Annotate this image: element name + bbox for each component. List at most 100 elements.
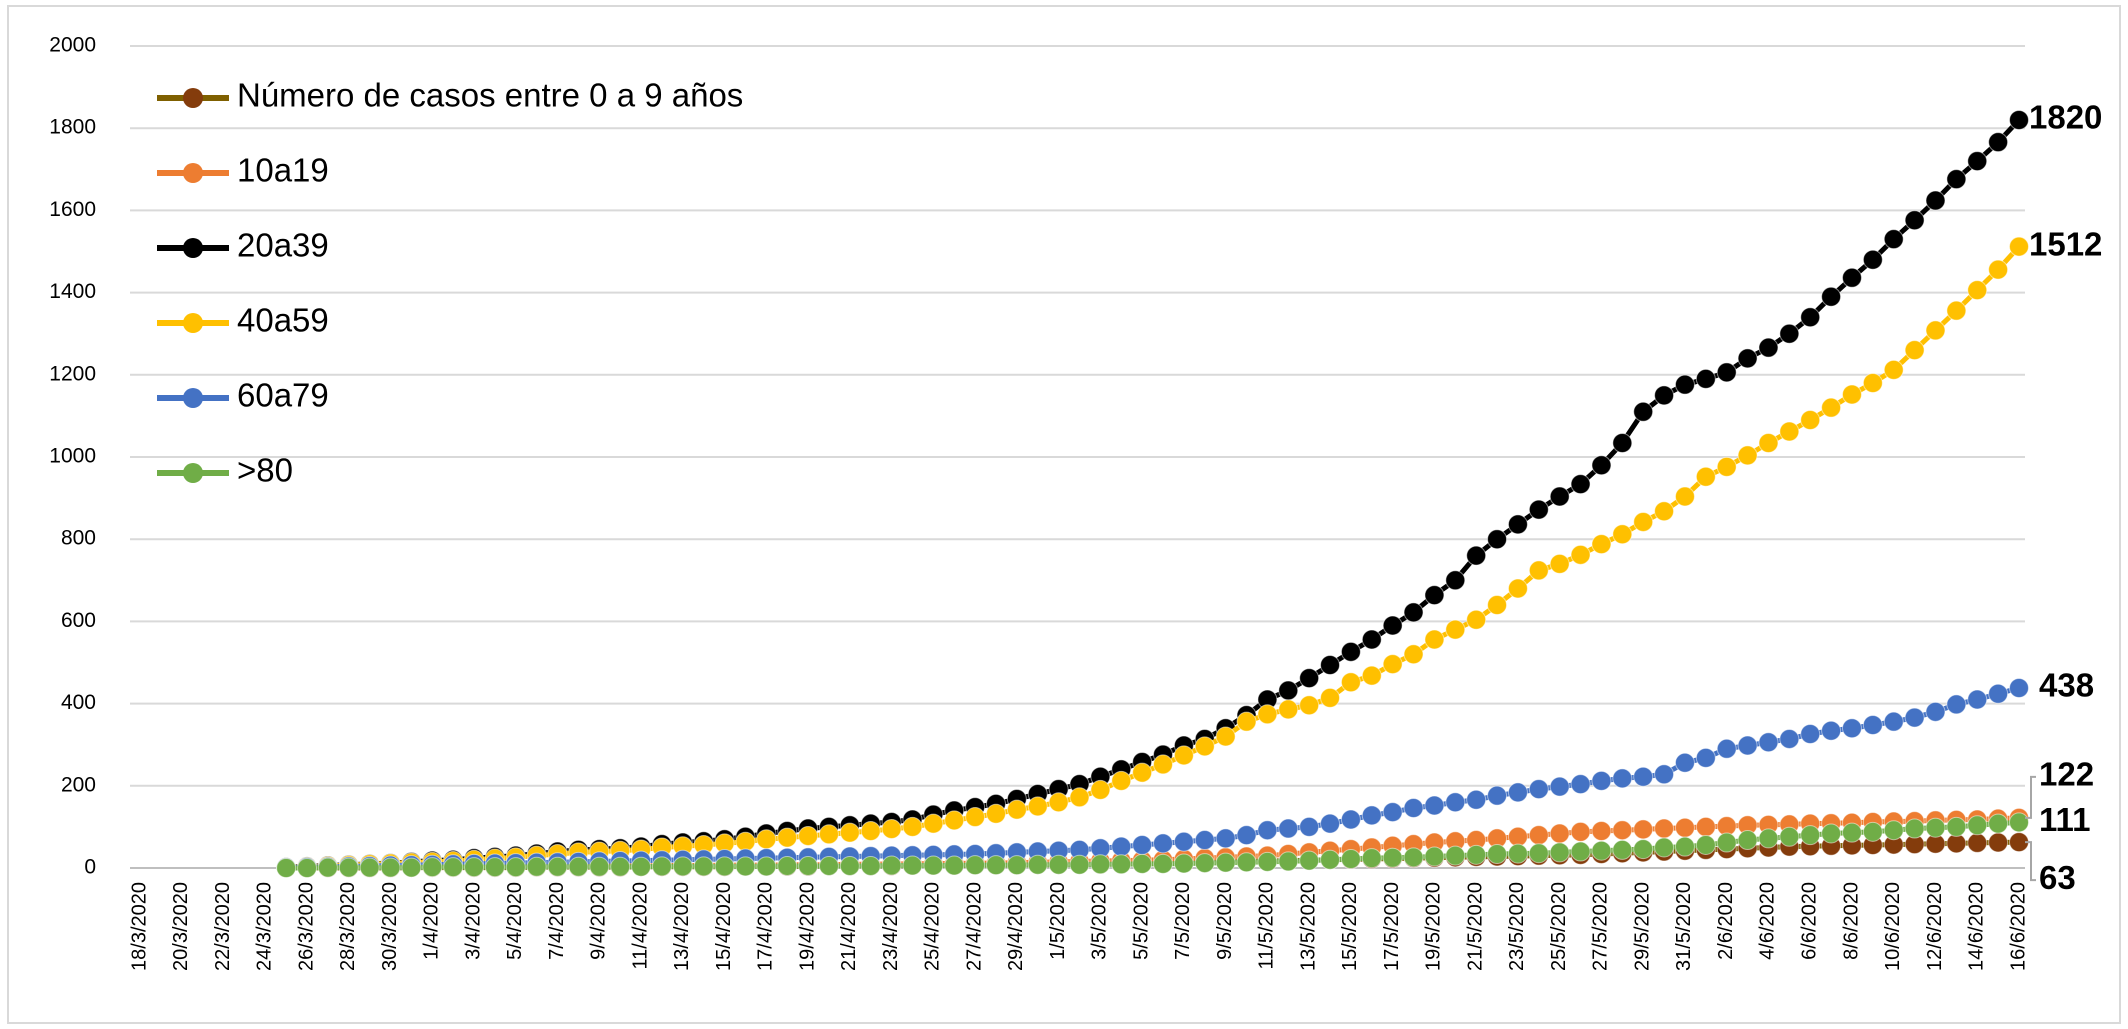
x-tick-label: 25/4/2020: [922, 882, 944, 971]
data-label: 1820: [2029, 99, 2102, 136]
data-point: [1487, 529, 1508, 550]
data-point: [1883, 820, 1904, 841]
data-point: [1069, 787, 1090, 808]
data-point: [1883, 229, 1904, 250]
y-tick-label: 0: [84, 856, 96, 879]
x-tick-label: 7/5/2020: [1172, 882, 1194, 960]
data-point: [1946, 694, 1967, 715]
data-point: [1194, 853, 1215, 874]
y-tick-label: 1800: [49, 116, 96, 139]
x-tick-label: 18/3/2020: [128, 882, 150, 971]
data-point: [1716, 362, 1737, 383]
data-point: [1528, 560, 1549, 581]
x-tick-label: 28/3/2020: [337, 882, 359, 971]
x-tick-label: 27/5/2020: [1590, 882, 1612, 971]
data-point: [1716, 456, 1737, 477]
data-point: [1612, 433, 1633, 454]
data-point: [1048, 792, 1069, 813]
data-point: [1883, 359, 1904, 380]
x-tick-label: 23/5/2020: [1506, 882, 1528, 971]
data-point: [1299, 850, 1320, 871]
data-point: [317, 857, 338, 878]
data-point: [1570, 821, 1591, 842]
data-point: [777, 855, 798, 876]
data-point: [401, 857, 422, 878]
data-point: [1382, 654, 1403, 675]
data-point: [923, 813, 944, 834]
data-point: [1674, 836, 1695, 857]
x-tick-label: 17/4/2020: [755, 882, 777, 971]
data-point: [1278, 699, 1299, 720]
x-tick-label: 6/6/2020: [1799, 882, 1821, 960]
legend-label: 60a79: [237, 377, 329, 414]
data-label: 63: [2039, 859, 2076, 896]
data-point: [1340, 809, 1361, 830]
data-point: [1215, 726, 1236, 747]
data-point: [1695, 466, 1716, 487]
data-point: [1967, 689, 1988, 710]
x-tick-label: 3/5/2020: [1089, 882, 1111, 960]
data-point: [1946, 169, 1967, 190]
data-point: [505, 857, 526, 878]
legend-label: 40a59: [237, 302, 329, 339]
data-point: [1236, 852, 1257, 873]
data-point: [1779, 421, 1800, 442]
data-point: [965, 855, 986, 876]
data-point: [338, 857, 359, 878]
x-tick-label: 24/3/2020: [254, 882, 276, 971]
data-point: [1528, 825, 1549, 846]
data-point: [1278, 680, 1299, 701]
data-point: [1424, 629, 1445, 650]
data-point: [1779, 728, 1800, 749]
data-point: [1612, 524, 1633, 545]
data-point: [422, 857, 443, 878]
data-point: [735, 856, 756, 877]
x-tick-label: 2/6/2020: [1715, 882, 1737, 960]
data-point: [1320, 654, 1341, 675]
data-point: [526, 856, 547, 877]
data-point: [1090, 779, 1111, 800]
data-point: [1946, 816, 1967, 837]
x-tick-label: 27/4/2020: [963, 882, 985, 971]
data-point: [1988, 132, 2009, 153]
x-tick-label: 9/5/2020: [1214, 882, 1236, 960]
label-connector: [2025, 841, 2036, 882]
data-point: [1925, 190, 1946, 211]
data-point: [1278, 851, 1299, 872]
legend-label: 10a19: [237, 152, 329, 189]
data-point: [1069, 854, 1090, 875]
data-point: [1633, 839, 1654, 860]
x-tick-label: 20/3/2020: [170, 882, 192, 971]
data-point: [1361, 848, 1382, 869]
data-point: [1403, 847, 1424, 868]
x-tick-label: 17/5/2020: [1381, 882, 1403, 971]
data-point: [1841, 267, 1862, 288]
data-point: [1591, 821, 1612, 842]
data-point: [1988, 832, 2009, 853]
x-tick-label: 29/5/2020: [1631, 882, 1653, 971]
data-point: [1737, 830, 1758, 851]
legend-swatch-marker: [183, 463, 203, 483]
data-point: [1674, 817, 1695, 838]
x-tick-label: 19/5/2020: [1423, 882, 1445, 971]
data-point: [1654, 501, 1675, 522]
x-tick-label: 13/5/2020: [1297, 882, 1319, 971]
data-point: [1111, 854, 1132, 875]
data-point: [1800, 724, 1821, 745]
x-tick-label: 15/5/2020: [1339, 882, 1361, 971]
data-point: [1570, 474, 1591, 495]
data-point: [1257, 820, 1278, 841]
data-point: [1027, 854, 1048, 875]
label-connector: [2025, 775, 2036, 819]
data-point: [1779, 826, 1800, 847]
data-point: [756, 829, 777, 850]
data-point: [1591, 455, 1612, 476]
data-point: [1487, 844, 1508, 865]
data-point: [965, 807, 986, 828]
data-point: [1904, 210, 1925, 231]
data-point: [1800, 410, 1821, 431]
data-label: 122: [2039, 756, 2094, 793]
data-point: [944, 810, 965, 831]
data-point: [1361, 665, 1382, 686]
data-point: [1758, 732, 1779, 753]
